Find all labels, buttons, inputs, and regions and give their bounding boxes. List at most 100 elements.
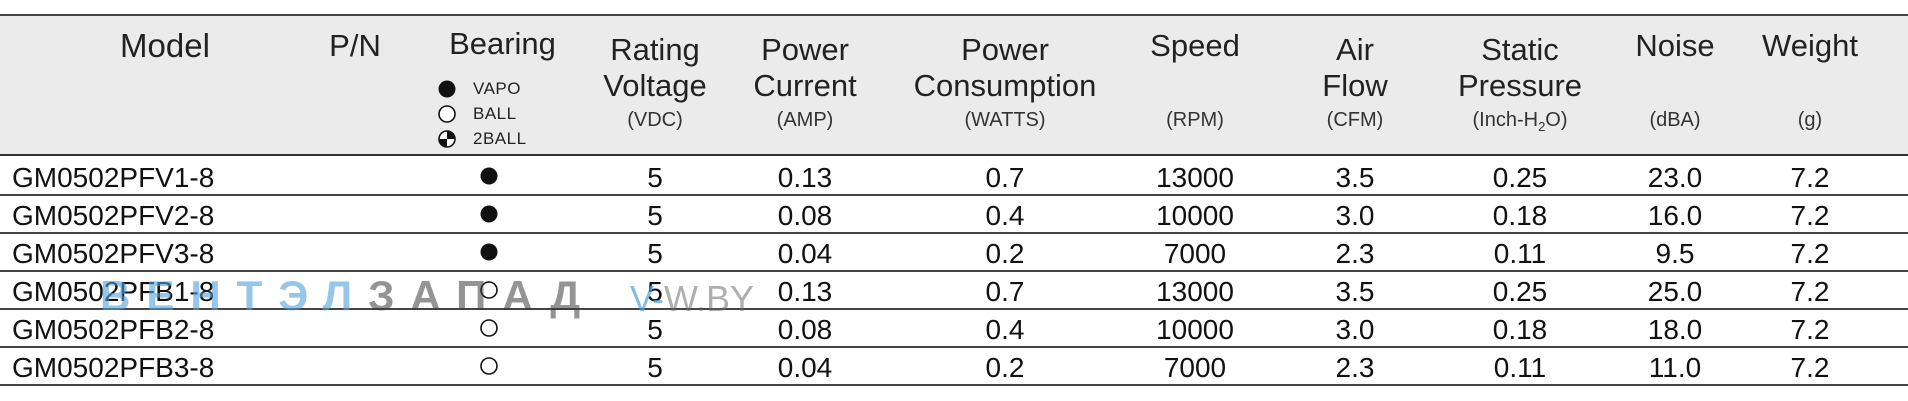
header-airflow-unit: (CFM) [1326,109,1384,131]
cell-current: 0.13 [777,276,833,307]
cell-airflow: 3.0 [1335,200,1375,231]
header-bearing-label: Bearing [449,26,556,61]
cell-weight: 7.2 [1790,162,1830,193]
header-pn: P/N [295,16,415,154]
cell-pressure: 0.18 [1492,314,1548,345]
table-row: GM0502PFV3-8 5 0.04 0.2 7000 2.3 0.11 9.5 7.2 [0,232,1908,272]
header-model: Model [0,16,330,154]
cell-speed: 13000 [1156,162,1234,193]
cell-voltage: 5 [647,162,663,193]
cell-noise: 11.0 [1648,352,1702,383]
cell-model: GM0502PFB3-8 [12,352,215,383]
cell-noise: 18.0 [1647,314,1703,345]
cell-model: GM0502PFV2-8 [12,200,215,231]
cell-weight: 7.2 [1790,200,1830,231]
cell-current: 0.04 [777,352,833,383]
header-weight: Weight (g) [1740,16,1880,154]
table-row: GM0502PFV1-8 5 0.13 0.7 13000 3.5 0.25 23.0 7.2 [0,156,1908,196]
cell-pressure: 0.18 [1492,200,1548,231]
cell-speed: 10000 [1156,314,1234,345]
table-row: GM0502PFB3-8 5 0.04 0.2 7000 2.3 0.11 11.0 7.2 [0,346,1908,386]
unit-subscript: 2 [1538,119,1546,134]
cell-noise: 16.0 [1647,200,1703,231]
cell-airflow: 3.5 [1335,162,1375,193]
cell-model: GM0502PFV1-8 [12,162,215,193]
cell-pressure: 0.25 [1492,276,1548,307]
watermark-site-v: V- [630,278,665,319]
header-bearing: Bearing VAPO BALL 2BALL [415,16,590,154]
header-pressure-label: Static Pressure [1457,32,1583,103]
cell-pressure: 0.11 [1493,352,1547,383]
cell-voltage: 5 [647,352,663,383]
cell-pn [295,194,415,232]
header-pressure-unit: (Inch-H2O) [1420,109,1620,134]
cell-weight: 7.2 [1790,352,1830,383]
header-model-label: Model [120,27,210,64]
header-speed: Speed (RPM) [1120,16,1270,154]
cell-airflow: 3.5 [1335,276,1375,307]
table-header: Model P/N Bearing VAPO BALL 2BALL Rating Volta… [0,16,1908,156]
cell-model: GM0502PFB2-8 [12,314,215,345]
2ball-bearing-icon [437,129,457,149]
vapo-bearing-icon [437,79,457,99]
bearing-legend: VAPO BALL 2BALL [415,76,590,151]
cell-weight: 7.2 [1790,238,1830,269]
bearing-legend-2ball: 2BALL [437,126,590,151]
cell-model: GM0502PFB1-8 [12,276,215,307]
cell-current: 0.13 [777,162,833,193]
bearing-legend-label: BALL [473,104,517,123]
bearing-legend-label: 2BALL [473,129,527,148]
watermark-site-rest: W.BY [664,278,755,319]
cell-voltage: 5 [647,314,663,345]
header-noise: Noise (dBA) [1600,16,1750,154]
cell-speed: 10000 [1156,200,1234,231]
header-noise-unit: (dBA) [1649,109,1701,131]
cell-consumption: 0.2 [985,352,1025,383]
unit-suffix: O) [1545,109,1568,131]
watermark-site: V-W.BY [630,278,754,320]
bearing-legend-ball: BALL [437,101,590,126]
ball-bearing-icon [479,356,499,376]
cell-pressure: 0.25 [1492,162,1548,193]
vapo-bearing-icon [479,204,499,224]
cell-voltage: 5 [647,276,663,307]
vapo-bearing-icon [479,166,499,186]
table-row: GM0502PFB2-8 5 0.08 0.4 10000 3.0 0.18 18.0 7.2 [0,308,1908,348]
cell-pn [295,346,415,384]
cell-pressure: 0.11 [1493,238,1547,269]
cell-pn [295,270,415,308]
cell-current: 0.08 [777,200,833,231]
header-pressure: Static Pressure (Inch-H2O) [1420,16,1620,154]
cell-noise: 25.0 [1647,276,1703,307]
cell-weight: 7.2 [1790,276,1830,307]
ball-bearing-icon [479,280,499,300]
header-noise-label: Noise [1635,28,1715,63]
cell-speed: 13000 [1156,276,1234,307]
cell-consumption: 0.4 [985,314,1025,345]
ball-bearing-icon [479,318,499,338]
cell-model: GM0502PFV3-8 [12,238,215,269]
cell-current: 0.04 [777,238,833,269]
header-voltage: Rating Voltage (VDC) [590,16,720,154]
header-weight-label: Weight [1762,28,1858,63]
cell-airflow: 2.3 [1335,238,1375,269]
ball-bearing-icon [437,104,457,124]
table-row: GM0502PFV2-8 5 0.08 0.4 10000 3.0 0.18 16.0 7.2 [0,194,1908,234]
bearing-legend-label: VAPO [473,79,521,98]
cell-consumption: 0.2 [985,238,1025,269]
cell-speed: 7000 [1163,238,1227,269]
cell-airflow: 3.0 [1335,314,1375,345]
header-airflow-label: Air Flow [1322,32,1388,103]
header-speed-label: Speed [1150,28,1240,63]
cell-speed: 7000 [1163,352,1227,383]
cell-pn [295,156,415,194]
bearing-legend-vapo: VAPO [437,76,590,101]
cell-voltage: 5 [647,238,663,269]
cell-noise: 23.0 [1647,162,1703,193]
cell-noise: 9.5 [1655,238,1695,269]
cell-current: 0.08 [777,314,833,345]
header-voltage-unit: (VDC) [627,109,683,131]
cell-consumption: 0.7 [985,276,1025,307]
cell-weight: 7.2 [1790,314,1830,345]
cell-consumption: 0.7 [985,162,1025,193]
